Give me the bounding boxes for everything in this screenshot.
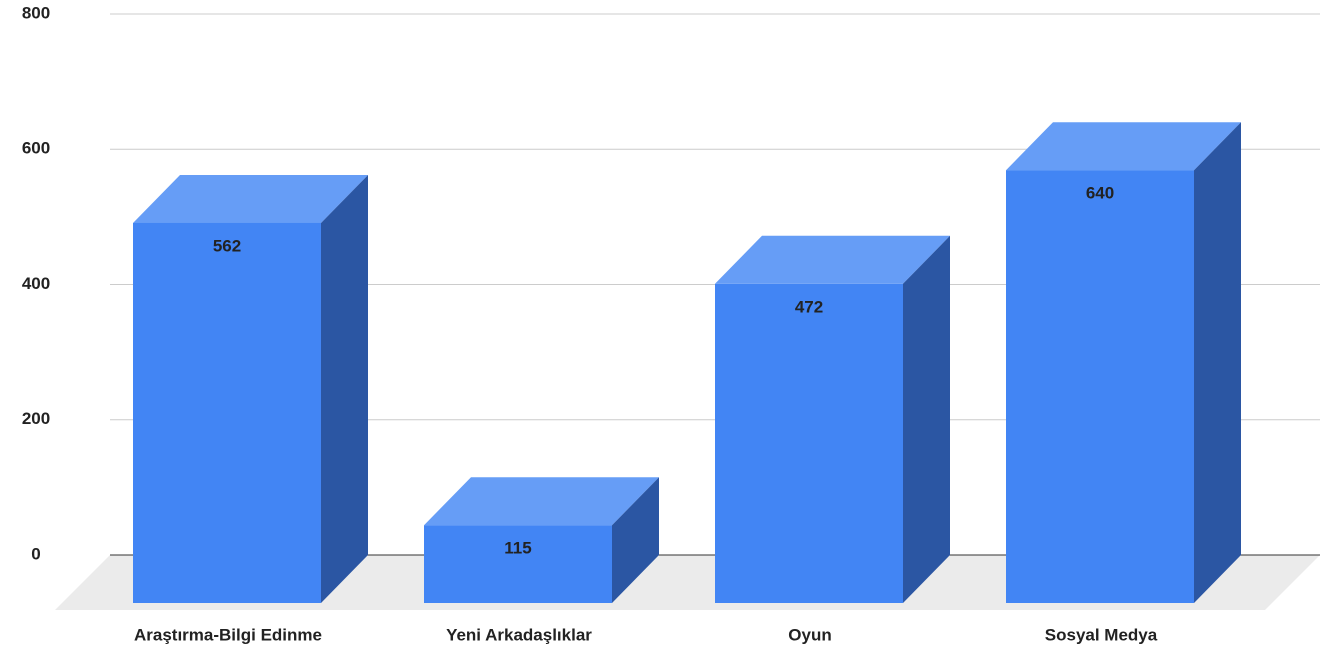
data-label: 562 xyxy=(213,236,241,255)
x-tick-label: Sosyal Medya xyxy=(1045,625,1158,644)
bar-side xyxy=(1194,122,1241,603)
bar-top xyxy=(424,477,659,526)
bar xyxy=(424,525,612,603)
bar-side xyxy=(612,477,659,603)
bar xyxy=(133,222,321,603)
bar-top xyxy=(715,235,950,284)
y-tick-label: 600 xyxy=(22,139,50,158)
bar-top xyxy=(1006,122,1241,171)
x-tick-label: Oyun xyxy=(788,625,831,644)
y-tick-label: 200 xyxy=(22,409,50,428)
bar xyxy=(715,283,903,603)
y-tick-label: 800 xyxy=(22,3,50,22)
y-tick-label: 0 xyxy=(31,544,40,563)
bar-side xyxy=(903,235,950,603)
floor xyxy=(55,555,1320,610)
bar xyxy=(1006,170,1194,603)
data-label: 472 xyxy=(795,297,823,316)
y-tick-label: 400 xyxy=(22,274,50,293)
x-tick-label: Yeni Arkadaşlıklar xyxy=(446,625,592,644)
bar-top xyxy=(133,174,368,223)
bar-side xyxy=(321,174,368,603)
data-label: 115 xyxy=(504,539,531,558)
x-tick-label: Araştırma-Bilgi Edinme xyxy=(134,625,322,644)
data-label: 640 xyxy=(1086,184,1114,203)
